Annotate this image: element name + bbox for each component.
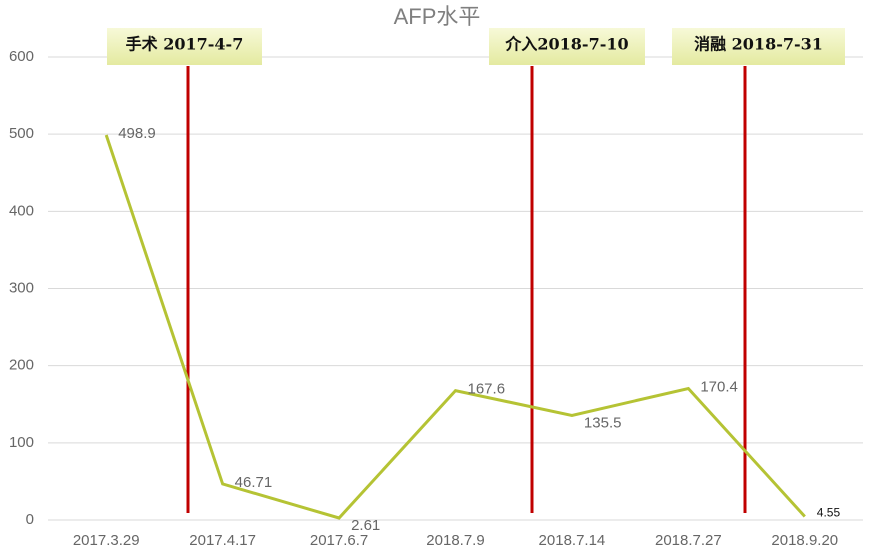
data-label: 135.5 [584,414,622,431]
data-label: 46.71 [235,474,273,491]
x-tick-label: 2018.7.27 [655,532,722,549]
event-label: 消融 2018-7-31 [694,35,823,54]
y-tick-label: 300 [9,279,34,296]
data-label: 2.61 [351,517,380,534]
y-tick-label: 600 [9,48,34,65]
x-tick-label: 2017.6.7 [310,532,368,549]
y-tick-label: 0 [26,511,34,528]
x-tick-label: 2017.4.17 [189,532,256,549]
data-label: 170.4 [700,378,738,395]
x-tick-label: 2017.3.29 [73,532,140,549]
data-label: 498.9 [118,125,156,142]
event-label: 介入2018-7-10 [504,35,628,54]
x-tick-label: 2018.7.9 [426,532,484,549]
x-tick-label: 2018.9.20 [771,532,838,549]
y-tick-label: 500 [9,125,34,142]
chart-title: AFP水平 [394,4,481,29]
data-label: 4.55 [817,506,841,520]
y-tick-label: 200 [9,357,34,374]
event-box [107,28,262,65]
event-label: 手术 2017-4-7 [126,35,244,54]
event-box [672,28,845,65]
data-label: 167.6 [468,381,506,398]
x-tick-label: 2018.7.14 [539,532,606,549]
data-line [104,134,806,520]
y-tick-label: 100 [9,434,34,451]
y-tick-label: 400 [9,202,34,219]
event-box [489,28,645,65]
